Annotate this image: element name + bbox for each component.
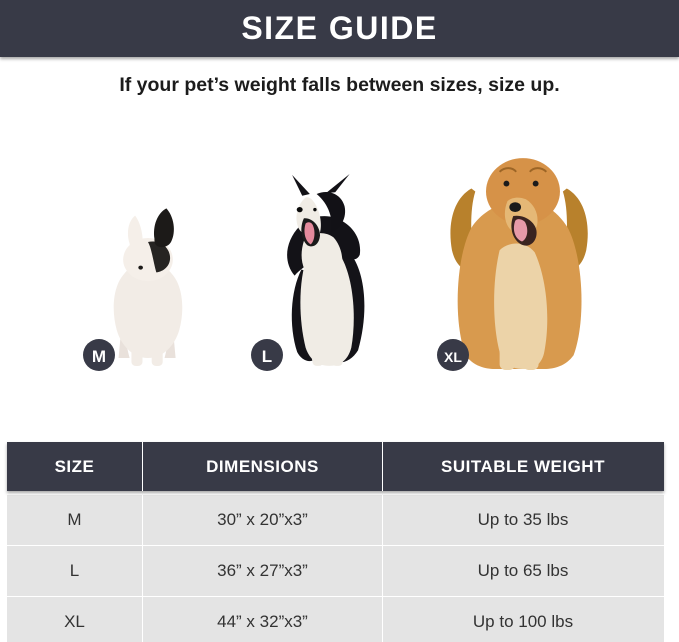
svg-text:XL: XL bbox=[444, 349, 462, 365]
svg-text:L: L bbox=[262, 347, 272, 366]
svg-text:M: M bbox=[92, 347, 106, 366]
